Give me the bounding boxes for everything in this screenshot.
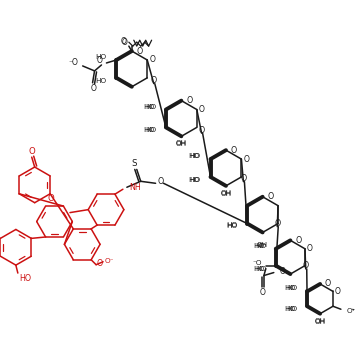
Text: HO: HO [285, 285, 296, 291]
Text: O: O [137, 47, 143, 55]
Text: O: O [325, 279, 331, 288]
Text: HO: HO [145, 128, 156, 133]
Text: HO: HO [188, 153, 199, 159]
Text: HO: HO [96, 54, 107, 60]
Text: O: O [149, 55, 155, 65]
Text: NH: NH [129, 183, 141, 192]
Text: ⁻O: ⁻O [252, 260, 262, 266]
Text: HO: HO [190, 177, 201, 183]
Text: OH: OH [220, 190, 231, 196]
Text: OH: OH [176, 141, 187, 147]
Text: O: O [267, 192, 274, 201]
Text: HO: HO [96, 78, 107, 84]
Text: O: O [157, 177, 164, 186]
Text: O: O [97, 259, 103, 268]
Text: HO: HO [253, 243, 264, 249]
Text: O: O [151, 76, 157, 85]
Text: HO: HO [226, 223, 237, 230]
Text: S: S [131, 159, 136, 168]
Text: HO: HO [286, 285, 298, 291]
Text: OH: OH [176, 140, 187, 146]
Text: HO: HO [143, 128, 154, 133]
Text: HO: HO [145, 104, 156, 109]
Text: HO: HO [255, 266, 266, 272]
Text: O: O [280, 267, 286, 276]
Text: O: O [243, 155, 249, 164]
Text: O: O [186, 96, 192, 105]
Text: O: O [28, 147, 35, 156]
Text: HO: HO [19, 273, 31, 283]
Text: HO: HO [253, 266, 264, 272]
Text: O: O [199, 105, 205, 114]
Text: ⁻O: ⁻O [69, 58, 79, 67]
Text: HO: HO [188, 177, 199, 183]
Text: HO: HO [143, 104, 154, 109]
Text: O⁻: O⁻ [104, 258, 114, 264]
Text: HO: HO [285, 306, 296, 312]
Text: HO: HO [255, 243, 266, 249]
Text: HO: HO [226, 221, 237, 227]
Text: HO: HO [286, 306, 298, 312]
Text: O: O [122, 38, 128, 47]
Text: HO: HO [190, 153, 201, 159]
Text: O: O [91, 84, 96, 93]
Text: O: O [307, 244, 313, 253]
Text: OH: OH [257, 242, 268, 248]
Text: O: O [97, 56, 102, 66]
Text: O: O [274, 219, 280, 228]
Text: O: O [260, 288, 266, 297]
Text: OH: OH [220, 191, 231, 197]
Text: O: O [47, 194, 54, 203]
Text: OH: OH [315, 319, 326, 325]
Text: O⁻: O⁻ [347, 308, 356, 314]
Text: O: O [231, 146, 237, 155]
Text: O: O [303, 261, 309, 270]
Text: O: O [295, 236, 301, 245]
Text: O: O [121, 37, 127, 46]
Text: O: O [335, 287, 341, 296]
Text: OH: OH [315, 318, 326, 324]
Text: O: O [240, 174, 247, 183]
Text: O: O [198, 126, 205, 135]
